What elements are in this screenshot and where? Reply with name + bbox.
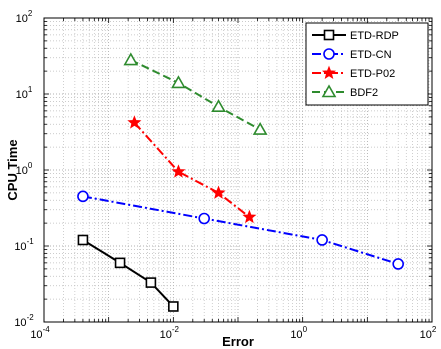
legend-item-etd-cn: ETD-CN <box>312 48 392 61</box>
legend-marker <box>323 29 335 41</box>
data-point-etd-p02 <box>127 115 142 129</box>
x-axis-label: Error <box>222 334 254 349</box>
legend-item-etd-rdp: ETD-RDP <box>312 29 399 42</box>
data-point-bdf2 <box>171 75 186 89</box>
legend: ETD-RDP ETD-CN ETD-P02 BDF2 <box>305 22 429 106</box>
data-point-bdf2 <box>252 121 268 135</box>
legend-label: ETD-P02 <box>350 68 395 80</box>
x-tick-label: 10-2 <box>160 325 180 341</box>
series-line-bdf2 <box>130 59 261 131</box>
series-layer <box>77 52 404 312</box>
legend-label: ETD-RDP <box>350 30 399 42</box>
x-tick-label: 10-4 <box>30 325 50 341</box>
data-point-etd-cn <box>392 258 404 270</box>
y-tick-label: 101 <box>16 85 33 101</box>
data-point-etd-rdp <box>145 277 157 288</box>
data-point-bdf2 <box>123 52 139 66</box>
legend-marker <box>323 48 335 60</box>
series-etd-p02 <box>127 115 257 224</box>
y-tick-label: 10-1 <box>14 237 34 253</box>
y-tick-label: 102 <box>16 9 33 25</box>
data-point-etd-p02 <box>211 185 226 199</box>
data-point-etd-cn <box>77 190 89 203</box>
y-tick-label: 100 <box>16 161 33 177</box>
series-line-etd-rdp <box>82 239 175 308</box>
legend-label: ETD-CN <box>350 49 392 61</box>
data-point-etd-rdp <box>77 234 89 246</box>
data-point-etd-cn <box>316 234 328 246</box>
axes <box>43 17 433 323</box>
data-point-etd-p02 <box>242 209 257 224</box>
legend-marker <box>321 65 337 79</box>
series-line-etd-p02 <box>133 121 251 218</box>
series-bdf2 <box>123 52 268 135</box>
data-point-etd-cn <box>198 212 210 225</box>
legend-item-bdf2: BDF2 <box>312 84 378 99</box>
data-point-etd-rdp <box>168 301 179 312</box>
legend-item-etd-p02: ETD-P02 <box>312 65 395 80</box>
series-etd-cn <box>77 190 404 270</box>
y-axis-label: CPU Time <box>5 139 20 200</box>
data-point-etd-p02 <box>171 164 186 178</box>
data-point-etd-rdp <box>114 257 126 269</box>
series-line-etd-cn <box>82 195 399 265</box>
legend-marker <box>321 84 337 98</box>
x-tick-label: 100 <box>290 325 307 341</box>
x-tick-label: 102 <box>420 325 437 341</box>
series-etd-rdp <box>77 234 179 312</box>
data-point-bdf2 <box>211 99 226 113</box>
legend-label: BDF2 <box>350 87 378 99</box>
y-tick-label: 10-2 <box>14 313 34 329</box>
